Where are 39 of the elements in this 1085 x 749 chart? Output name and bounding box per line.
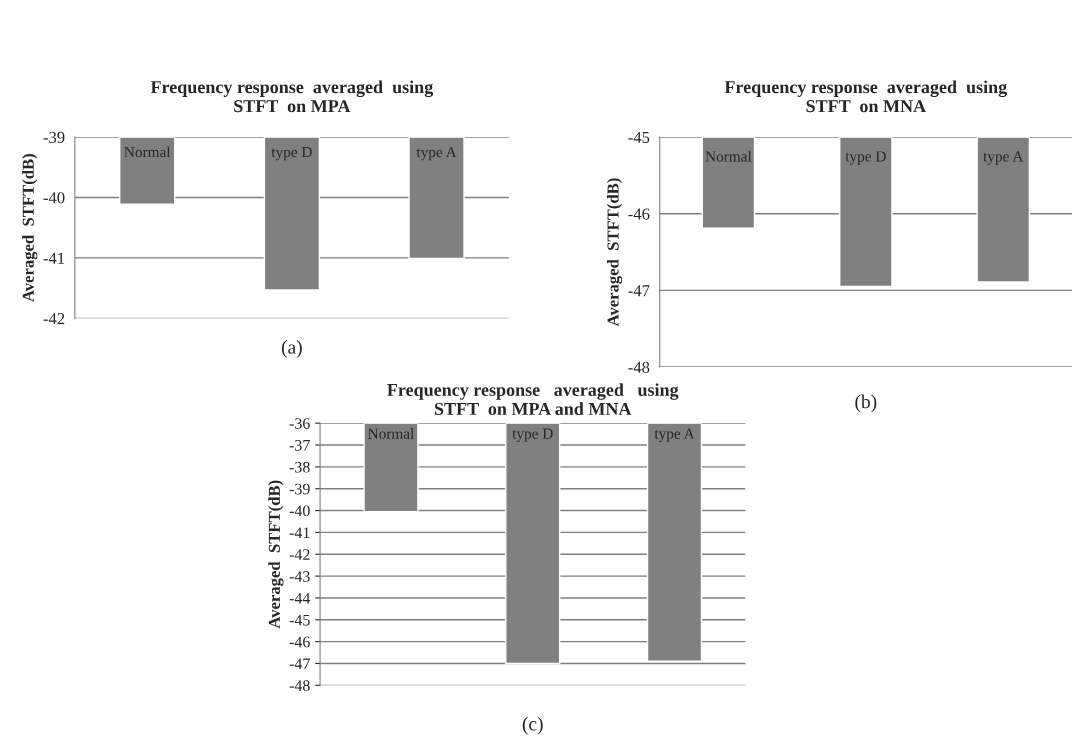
x-tick-label: Normal <box>705 150 752 162</box>
y-tick-label: -43 <box>289 571 310 582</box>
y-tick-label: -39 <box>43 131 65 144</box>
y-axis-title: Averaged STFT(dB) <box>606 178 623 327</box>
x-tick-label: type D <box>845 151 886 165</box>
chart-title: Frequency response averaged using STFT on MPA and MNA <box>387 383 679 416</box>
y-tick-label: -41 <box>43 252 65 264</box>
x-tick-label: type D <box>271 147 312 161</box>
y-tick-label: -46 <box>628 208 650 220</box>
x-tick-label: Normal <box>368 428 414 439</box>
y-tick-label: -48 <box>628 361 650 373</box>
y-tick-label: -48 <box>289 680 310 692</box>
chart-title: Frequency response averaged using STFT on MNA <box>724 80 1008 113</box>
y-tick-label: -40 <box>289 505 310 517</box>
y-tick-label: -36 <box>289 418 310 429</box>
y-axis-title: Averaged STFT(dB) <box>22 154 38 302</box>
x-tick-label: type A <box>983 151 1024 165</box>
text: (a) <box>281 340 302 358</box>
y-tick-label: -40 <box>43 192 65 204</box>
y-tick-label: -46 <box>289 636 310 648</box>
y-tick-label: -47 <box>289 658 310 670</box>
x-tick-label: type D <box>512 428 553 442</box>
y-tick-label: -42 <box>289 549 310 560</box>
text: (b) <box>855 394 877 413</box>
y-tick-label: -42 <box>43 313 65 325</box>
y-tick-label: -38 <box>289 461 310 473</box>
x-tick-label: Normal <box>124 146 171 158</box>
y-tick-label: -45 <box>628 131 650 144</box>
y-tick-label: -47 <box>628 285 650 297</box>
x-tick-label: type A <box>654 428 695 442</box>
chart-title: Frequency response averaged using STFT on MPA <box>150 80 434 113</box>
y-tick-label: -41 <box>289 527 310 538</box>
y-tick-label: -44 <box>289 592 311 604</box>
y-tick-label: -45 <box>289 614 310 626</box>
x-tick-label: type A <box>416 146 457 161</box>
y-tick-label: -39 <box>289 483 310 495</box>
text: (c) <box>522 716 543 735</box>
y-tick-label: -37 <box>289 440 310 451</box>
y-axis-title: Averaged STFT(dB) <box>268 480 284 629</box>
